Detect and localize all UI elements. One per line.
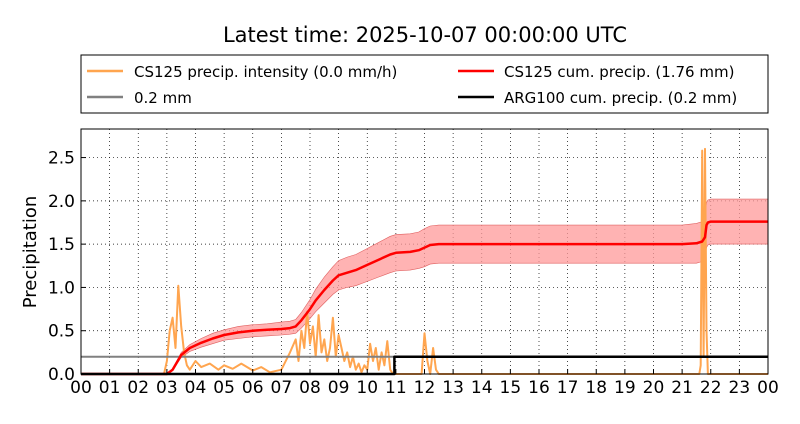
x-tick-label: 22: [700, 378, 722, 398]
x-tick-label: 08: [299, 378, 321, 398]
y-tick-label: 1.5: [48, 235, 75, 255]
x-tick-label: 13: [442, 378, 464, 398]
x-tick-label: 00: [70, 378, 92, 398]
chart-title: Latest time: 2025-10-07 00:00:00 UTC: [223, 23, 627, 47]
x-tick-label: 05: [213, 378, 235, 398]
y-tick-label: 2.0: [48, 192, 75, 212]
y-tick-label: 1.0: [48, 278, 75, 298]
x-tick-label: 21: [671, 378, 693, 398]
x-tick-label: 02: [127, 378, 149, 398]
x-tick-label: 01: [99, 378, 121, 398]
x-tick-label: 09: [328, 378, 350, 398]
x-tick-label: 23: [729, 378, 751, 398]
x-tick-label: 07: [271, 378, 293, 398]
x-tick-label: 11: [385, 378, 407, 398]
legend-label-arg100-cumulative: ARG100 cum. precip. (0.2 mm): [504, 89, 737, 107]
x-tick-label: 12: [414, 378, 436, 398]
y-tick-label: 0.0: [48, 365, 75, 385]
x-tick-label: 10: [356, 378, 378, 398]
x-tick-label: 16: [528, 378, 550, 398]
x-tick-label: 20: [643, 378, 665, 398]
x-tick-label: 04: [185, 378, 207, 398]
x-tick-label: 17: [557, 378, 579, 398]
x-tick-label: 00: [757, 378, 779, 398]
cs125-cumulative-line: [81, 220, 768, 376]
x-axis: 00 01 02 03 04 05 06 07 08 09 10 11 12 13 14 15 16 17 18 19…: [70, 369, 779, 398]
legend-frame: [80, 54, 769, 114]
x-tick-label: 18: [585, 378, 607, 398]
legend-label-cs125-cumulative: CS125 cum. precip. (1.76 mm): [504, 63, 734, 81]
x-tick-label: 15: [500, 378, 522, 398]
y-axis: 0.0 0.5 1.0 1.5 2.0 2.5: [48, 149, 86, 385]
x-tick-label: 03: [156, 378, 178, 398]
legend-label-intensity: CS125 precip. intensity (0.0 mm/h): [134, 63, 397, 81]
legend: CS125 precip. intensity (0.0 mm/h) CS125…: [80, 54, 769, 114]
x-tick-label: 14: [471, 378, 493, 398]
y-axis-label: Precipitation: [20, 196, 41, 309]
y-tick-label: 2.5: [48, 149, 75, 169]
x-tick-label: 19: [614, 378, 636, 398]
y-tick-label: 0.5: [48, 322, 75, 342]
x-tick-label: 06: [242, 378, 264, 398]
legend-label-threshold: 0.2 mm: [134, 89, 192, 107]
